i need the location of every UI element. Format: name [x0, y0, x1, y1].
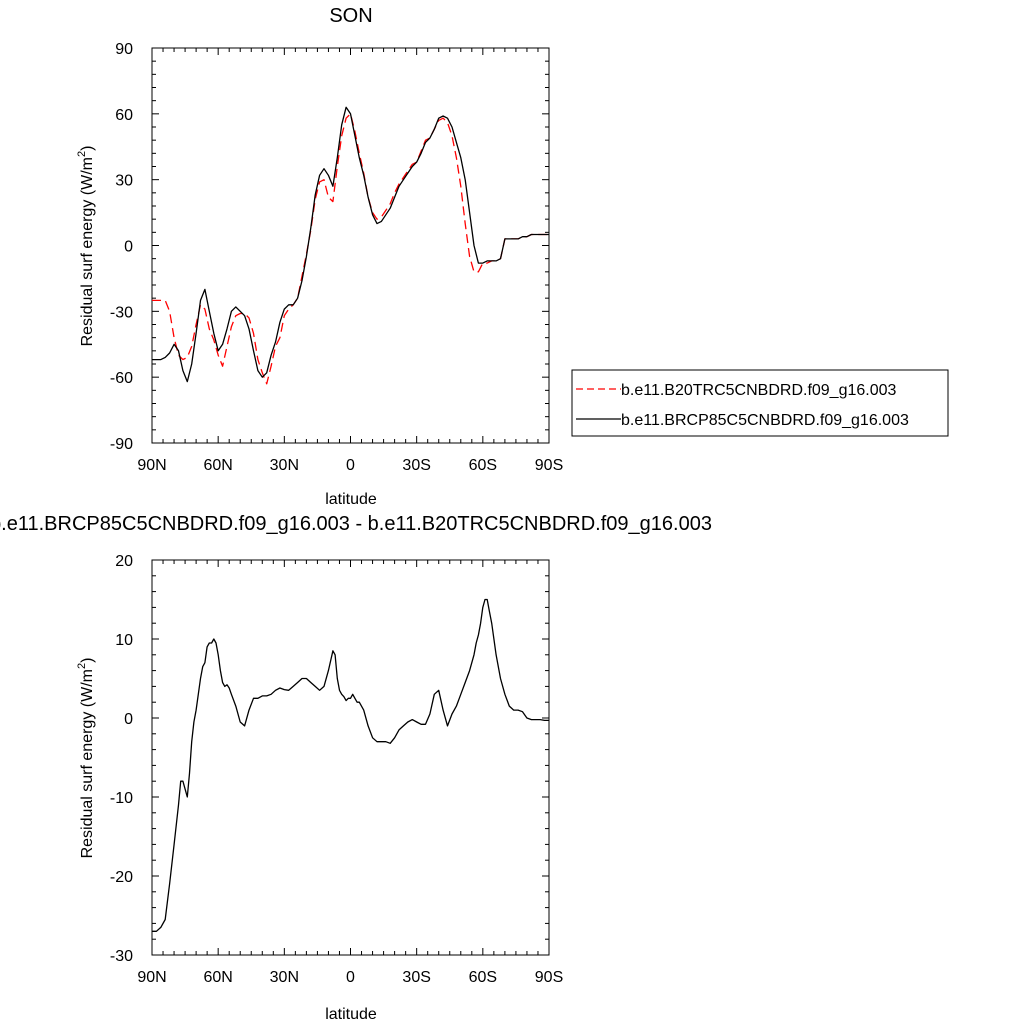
- legend-box: [571, 369, 949, 437]
- top-plot-title: SON: [329, 5, 372, 27]
- legend-label-series-2: b.e11.BRCP85C5CNBDRD.f09_g16.003: [621, 412, 909, 429]
- top-plot-y-tick-label: -90: [110, 436, 133, 453]
- bottom-plot-x-tick-label: 30N: [270, 969, 299, 986]
- bottom-plot-y-tick-label: -20: [110, 869, 133, 886]
- top-plot-x-axis-label: latitude: [325, 491, 377, 508]
- top-plot-x-tick-label: 30S: [402, 457, 430, 474]
- top-plot-x-tick-label: 0: [346, 457, 355, 474]
- bottom-plot-y-axis-label-close: ): [79, 658, 96, 663]
- top-plot-y-tick-label: 30: [115, 173, 133, 190]
- top-plot-x-tick-label: 60N: [203, 457, 232, 474]
- top-plot-panel: SON 90N 60N 30N 0 30S 60S 90S-90-60-300306090 …: [76, 5, 563, 508]
- top-plot-y-axis-label-superscript: 2: [76, 151, 88, 157]
- bottom-plot-y-tick-label: 0: [124, 711, 133, 728]
- bottom-plot-x-tick-label: 60S: [469, 969, 497, 986]
- bottom-plot-x-tick-label: 90N: [137, 969, 166, 986]
- bottom-plot-frame: [151, 559, 550, 956]
- bottom-plot-axes: 90N 60N 30N 0 30S 60S 90S -30 -20 -10 0 10 20: [110, 553, 563, 986]
- bottom-plot-x-tick-label: 30S: [402, 969, 430, 986]
- top-plot-series-line-2: [152, 106, 549, 383]
- bottom-plot-series: [152, 598, 549, 932]
- top-plot-y-tick-label: -60: [110, 370, 133, 387]
- top-plot-x-tick-label: 60S: [469, 457, 497, 474]
- top-plot-x-tick-label: 90S: [535, 457, 563, 474]
- top-plot-x-tick-label: 30N: [270, 457, 299, 474]
- bottom-plot-x-tick-label: 90S: [535, 969, 563, 986]
- bottom-plot-x-axis-label: latitude: [325, 1006, 377, 1023]
- bottom-plot-x-tick-label: 60N: [203, 969, 232, 986]
- top-plot-y-axis-label-close: ): [79, 146, 96, 151]
- top-plot-y-tick-label: 90: [115, 41, 133, 58]
- bottom-plot-y-tick-label: 10: [115, 632, 133, 649]
- top-plot-series-line-1: [152, 113, 549, 385]
- top-plot-axes: 90N 60N 30N 0 30S 60S 90S -90 -60 -30 0 30 60 90: [110, 41, 563, 474]
- top-plot-x-tick-label: 90N: [137, 457, 166, 474]
- top-plot-frame: [151, 47, 550, 444]
- top-plot-y-axis-label-text: Residual surf energy (W/m: [79, 157, 96, 346]
- top-plot-y-tick-label: -30: [110, 304, 133, 321]
- bottom-plot-y-axis-label-text: Residual surf energy (W/m: [79, 669, 96, 858]
- legend: b.e11.B20TRC5CNBDRD.f09_g16.003 b.e11.BR…: [571, 369, 949, 437]
- bottom-plot-y-tick-label: -30: [110, 948, 133, 965]
- legend-label-series-1: b.e11.B20TRC5CNBDRD.f09_g16.003: [621, 382, 897, 399]
- bottom-plot-y-axis-label-superscript: 2: [76, 663, 88, 669]
- bottom-plot-title: b.e11.BRCP85C5CNBDRD.f09_g16.003 - b.e11…: [0, 513, 712, 535]
- top-plot-y-tick-label: 60: [115, 107, 133, 124]
- bottom-plot-y-tick-label: -10: [110, 790, 133, 807]
- bottom-plot-y-tick-label: 20: [115, 553, 133, 570]
- bottom-plot-series-line-1: [152, 598, 549, 932]
- top-plot-y-axis-label: Residual surf energy (W/m2): [76, 146, 96, 347]
- bottom-plot-y-axis-label: Residual surf energy (W/m2): [76, 658, 96, 859]
- top-plot-series: [152, 106, 549, 385]
- bottom-plot-panel: b.e11.BRCP85C5CNBDRD.f09_g16.003 - b.e11…: [0, 513, 712, 1023]
- bottom-plot-x-tick-label: 0: [346, 969, 355, 986]
- top-plot-y-tick-label: 0: [124, 239, 133, 256]
